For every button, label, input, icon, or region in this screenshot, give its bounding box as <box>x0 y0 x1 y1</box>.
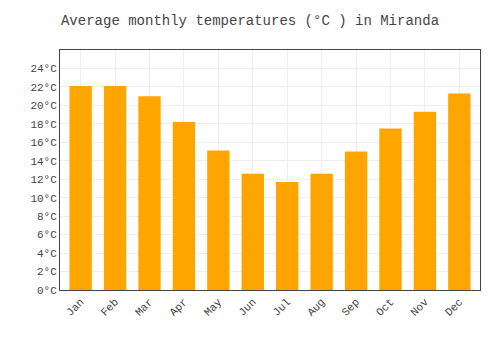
svg-text:2°C: 2°C <box>37 266 57 278</box>
svg-text:Jun: Jun <box>236 296 258 318</box>
svg-text:10°C: 10°C <box>30 193 57 205</box>
svg-text:Mar: Mar <box>133 296 155 318</box>
svg-text:14°C: 14°C <box>30 156 57 168</box>
svg-text:24°C: 24°C <box>30 63 57 75</box>
svg-text:Apr: Apr <box>167 296 189 318</box>
svg-text:16°C: 16°C <box>30 137 57 149</box>
svg-text:12°C: 12°C <box>30 174 57 186</box>
svg-text:18°C: 18°C <box>30 119 57 131</box>
svg-text:Dec: Dec <box>443 296 465 318</box>
svg-text:Jul: Jul <box>271 296 293 318</box>
svg-text:Sep: Sep <box>340 296 362 318</box>
svg-text:Average monthly temperatures (: Average monthly temperatures (°C ) in Mi… <box>61 13 439 29</box>
svg-text:Nov: Nov <box>408 296 431 319</box>
svg-text:22°C: 22°C <box>30 82 57 94</box>
svg-text:Jan: Jan <box>64 296 86 318</box>
svg-text:4°C: 4°C <box>37 248 57 260</box>
svg-text:20°C: 20°C <box>30 100 57 112</box>
svg-text:6°C: 6°C <box>37 229 57 241</box>
svg-text:Aug: Aug <box>305 296 327 318</box>
svg-text:May: May <box>202 296 225 319</box>
svg-text:Oct: Oct <box>374 296 396 318</box>
svg-text:0°C: 0°C <box>37 285 57 297</box>
svg-text:Feb: Feb <box>99 296 121 318</box>
svg-text:8°C: 8°C <box>37 211 57 223</box>
